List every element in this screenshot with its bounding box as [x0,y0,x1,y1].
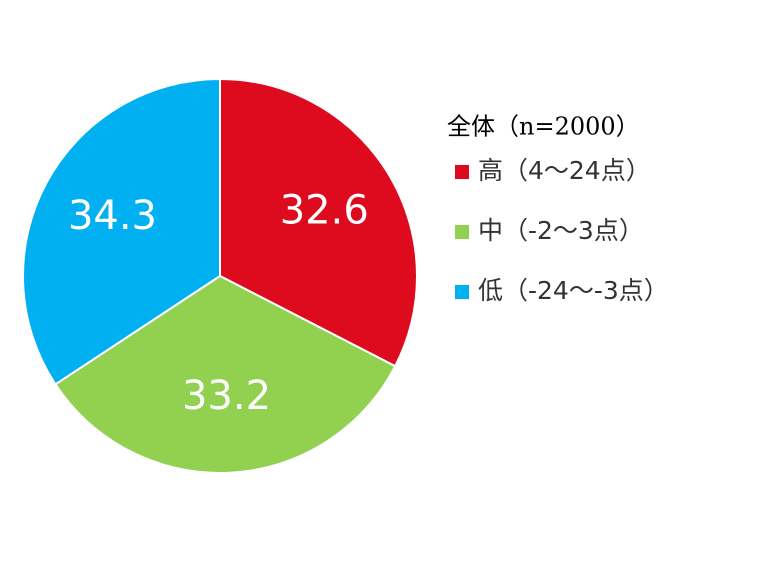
legend-marker [455,165,469,179]
legend-label: 高（4～24点） [478,156,651,185]
legend-marker [455,285,469,299]
legend-title: 全体（n=2000） [447,113,640,141]
data-label: 32.6 [280,187,369,233]
legend-marker [455,225,469,239]
legend-label: 中（-2～3点） [478,216,644,245]
data-label: 33.2 [182,373,271,419]
data-label: 34.3 [68,193,157,239]
pie-slice [54,274,397,474]
pie-slice [22,77,221,386]
legend-label: 低（-24～-3点） [478,276,669,305]
pie-slice [219,77,418,368]
